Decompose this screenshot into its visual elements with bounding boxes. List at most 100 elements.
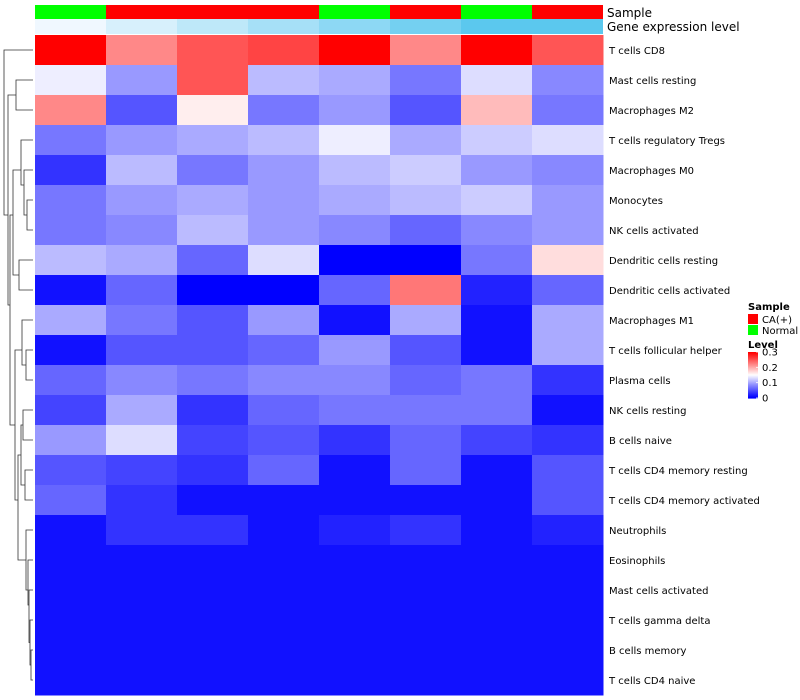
heatmap-cell (532, 395, 604, 426)
sample-annotation-cell (319, 5, 390, 19)
heatmap-cell (532, 425, 604, 456)
legend-level-gradient-step (748, 377, 758, 380)
heatmap-cell (532, 665, 604, 696)
dendrogram-branch (17, 454, 26, 561)
heatmap-cell (177, 155, 249, 186)
heatmap-cell (390, 215, 462, 246)
legend-level-gradient-step (748, 385, 758, 388)
heatmap-cell (106, 425, 178, 456)
heatmap-cell (532, 155, 604, 186)
legend-level-tick-label: 0.3 (762, 348, 778, 359)
legend-level-gradient-step (748, 386, 758, 389)
heatmap-cell (248, 335, 320, 366)
heatmap-cell (35, 395, 107, 426)
heatmap-cell (390, 185, 462, 216)
heatmap-cell (35, 455, 107, 486)
heatmap-cell (532, 65, 604, 96)
heatmap-cell (35, 215, 107, 246)
heatmap-cell (248, 125, 320, 156)
heatmap-cell (177, 545, 249, 576)
heatmap-cell (248, 35, 320, 66)
legend-level-gradient-step (748, 371, 758, 374)
heatmap-cell (106, 395, 178, 426)
heatmap-cell (461, 65, 533, 96)
heatmap-cell (461, 395, 533, 426)
heatmap-cell (532, 545, 604, 576)
heatmap-cell (390, 65, 462, 96)
heatmap-cell (248, 455, 320, 486)
heatmap-cell (106, 605, 178, 636)
heatmap-cell (248, 305, 320, 336)
heatmap-cell (319, 155, 391, 186)
sample-annotation-cell (461, 5, 532, 19)
heatmap-cell (35, 305, 107, 336)
legend-level-gradient-step (748, 370, 758, 373)
heatmap-cell (461, 575, 533, 606)
heatmap-cell (35, 365, 107, 396)
legend-level-tick-label: 0.2 (762, 363, 778, 374)
heatmap-cell (390, 365, 462, 396)
legend-level-gradient-step (748, 378, 758, 381)
heatmap-cell (177, 485, 249, 516)
heatmap-cell (461, 665, 533, 696)
heatmap-cell (35, 125, 107, 156)
heatmap-cell (248, 395, 320, 426)
sample-annotation-cell (106, 5, 177, 19)
legend-level-gradient-step (748, 381, 758, 384)
heatmap-cell (106, 95, 178, 126)
heatmap-cell (106, 125, 178, 156)
heatmap-cell (532, 515, 604, 546)
heatmap-cell (390, 575, 462, 606)
heatmap-cell (532, 185, 604, 216)
heatmap-cell (177, 335, 249, 366)
heatmap-cell (461, 305, 533, 336)
heatmap-cell (532, 335, 604, 366)
dendrogram-branch (23, 169, 33, 216)
dendrogram-root (3, 49, 33, 216)
heatmap-cell (461, 185, 533, 216)
legend-level-gradient-step (748, 353, 758, 355)
heatmap-cell (532, 275, 604, 306)
heatmap-cell (177, 455, 249, 486)
heatmap-cell (461, 335, 533, 366)
legend-level-gradient-step (748, 394, 758, 397)
legend-level-gradient-step (748, 354, 758, 357)
legend-sample-item: CA(+) (762, 315, 792, 326)
dendrogram-branch (27, 559, 33, 606)
legend-level-gradient-step (748, 358, 758, 361)
heatmap-cell (248, 365, 320, 396)
legend-level-gradient-step (748, 355, 758, 358)
legend-level-title: Level (748, 340, 778, 351)
heatmap-cell (532, 305, 604, 336)
heatmap-cell (177, 425, 249, 456)
legend-level-gradient-step (748, 391, 758, 393)
heatmap-cell (532, 35, 604, 66)
row-label: Plasma cells (609, 376, 671, 387)
heatmap-cell (319, 215, 391, 246)
expression-annotation-cell (35, 19, 106, 34)
heatmap-cell (319, 185, 391, 216)
heatmap-cell (106, 215, 178, 246)
legend-level-gradient-step (748, 352, 758, 354)
sample-annotation-cell (177, 5, 248, 19)
row-label: B cells naive (609, 436, 672, 447)
heatmap-cell (35, 35, 107, 66)
heatmap-cell (106, 245, 178, 276)
heatmap-cell (461, 605, 533, 636)
dendrogram-branch (29, 619, 33, 666)
row-label: B cells memory (609, 646, 686, 657)
legend-level-gradient-step (748, 396, 758, 399)
heatmap-cell (248, 185, 320, 216)
heatmap-cell (35, 65, 107, 96)
heatmap-cell (106, 335, 178, 366)
heatmap-cell (248, 155, 320, 186)
sample-track-label: Sample (607, 6, 652, 20)
heatmap-cell (390, 515, 462, 546)
expression-annotation-cell (106, 19, 177, 34)
row-label: Neutrophils (609, 526, 666, 537)
heatmap-cell (248, 635, 320, 666)
heatmap-cell (461, 425, 533, 456)
heatmap-cell (106, 275, 178, 306)
heatmap-cell (177, 365, 249, 396)
